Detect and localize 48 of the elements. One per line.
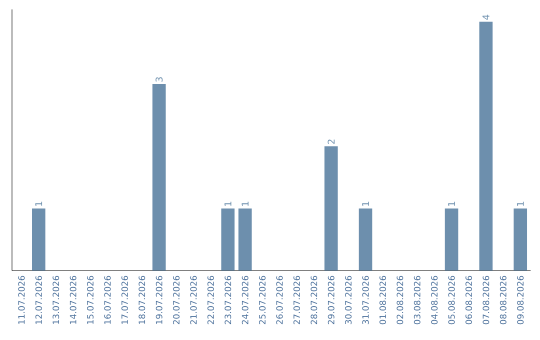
bar — [221, 208, 235, 271]
x-tick-label: 11.07.2026 — [18, 276, 25, 324]
x-tick-label: 30.07.2026 — [345, 276, 352, 324]
x-tick-label: 17.07.2026 — [121, 276, 128, 324]
bar — [479, 22, 493, 271]
bar — [324, 146, 338, 271]
x-tick-label: 20.07.2026 — [173, 276, 180, 324]
data-label: 1 — [35, 202, 42, 206]
x-tick-label: 09.08.2026 — [517, 276, 524, 324]
x-tick-label: 05.08.2026 — [448, 276, 455, 324]
x-tick-label: 04.08.2026 — [431, 276, 438, 324]
x-tick-label: 23.07.2026 — [224, 276, 232, 324]
bar — [238, 208, 252, 271]
x-tick-label: 28.07.2026 — [310, 276, 318, 324]
x-tick-label: 22.07.2026 — [207, 276, 214, 324]
bar — [514, 208, 528, 271]
data-label: 1 — [362, 202, 369, 206]
data-label: 1 — [516, 202, 524, 206]
x-tick-label: 24.07.2026 — [242, 276, 248, 324]
x-tick-label: 03.08.2026 — [414, 276, 420, 324]
x-tick-label: 15.07.2026 — [87, 276, 94, 324]
x-tick-label: 27.07.2026 — [293, 276, 300, 324]
x-tick-label: 21.07.2026 — [190, 276, 197, 324]
x-tick-label: 19.07.2026 — [156, 276, 162, 324]
bar — [358, 208, 372, 271]
x-tick-label: 06.08.2026 — [465, 276, 472, 324]
x-tick-label: 07.08.2026 — [482, 276, 490, 324]
data-label: 1 — [448, 202, 455, 206]
x-tick-label: 13.07.2026 — [52, 276, 60, 324]
bar — [32, 208, 46, 271]
x-tick-label: 14.07.2026 — [70, 276, 76, 324]
bar — [444, 208, 458, 271]
x-tick-label: 12.07.2026 — [35, 276, 42, 324]
x-tick-label: 16.07.2026 — [104, 276, 111, 324]
x-tick-label: 26.07.2026 — [276, 276, 283, 324]
data-label: 4 — [482, 14, 490, 20]
x-tick-label: 01.08.2026 — [379, 276, 386, 324]
x-tick-label: 18.07.2026 — [138, 276, 146, 324]
data-label: 3 — [156, 77, 163, 82]
data-label: 2 — [328, 140, 335, 144]
data-label: 1 — [242, 202, 248, 206]
x-tick-label: 29.07.2026 — [328, 276, 334, 324]
data-label: 1 — [224, 202, 232, 206]
x-tick-label: 31.07.2026 — [362, 276, 369, 324]
x-tick-label: 02.08.2026 — [396, 276, 404, 324]
x-tick-label: 08.08.2026 — [500, 276, 506, 324]
bar — [152, 84, 166, 271]
x-tick-label: 25.07.2026 — [259, 276, 266, 324]
